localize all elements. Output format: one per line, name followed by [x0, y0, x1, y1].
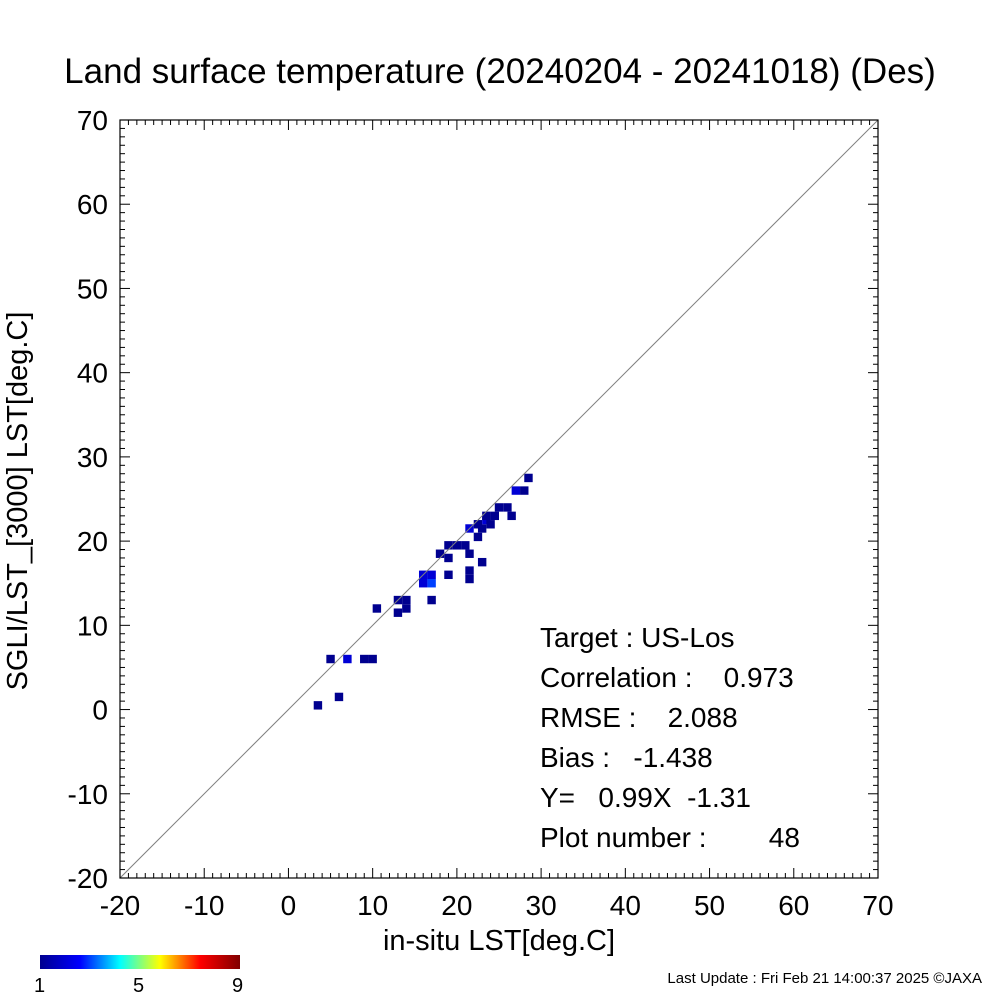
- density-cell: [486, 520, 495, 529]
- density-cell: [360, 654, 369, 664]
- colorbar-tick-label: 1: [34, 975, 46, 997]
- y-tick-label: 40: [77, 358, 108, 389]
- density-cell: [427, 595, 436, 605]
- x-tick-label: 60: [778, 890, 809, 921]
- colorbar-tick-label: 5: [133, 975, 145, 997]
- density-cell: [465, 574, 474, 584]
- x-tick-label: 30: [526, 890, 557, 921]
- density-cell: [490, 511, 499, 521]
- y-axis-label: SGLI/LST_[3000] LST[deg.C]: [2, 312, 34, 691]
- colorbar-tick-label: 9: [232, 975, 244, 997]
- chart-title: Land surface temperature (20240204 - 202…: [64, 52, 936, 91]
- x-tick-label: 0: [281, 890, 297, 921]
- x-tick-label: 10: [357, 890, 388, 921]
- density-cell: [461, 541, 470, 550]
- density-cell: [313, 701, 323, 710]
- density-cell: [477, 524, 487, 533]
- density-cell: [418, 579, 428, 588]
- density-cell: [444, 541, 453, 550]
- stat-plot-number: Plot number : 48: [540, 822, 800, 853]
- density-cell: [477, 557, 487, 567]
- y-tick-label: 20: [77, 526, 108, 557]
- x-tick-label: 50: [694, 890, 725, 921]
- stat-correlation: Correlation : 0.973: [540, 662, 794, 693]
- last-update-footer: Last Update : Fri Feb 21 14:00:37 2025 ©…: [667, 970, 982, 987]
- density-cell: [465, 549, 474, 558]
- density-cell: [444, 553, 453, 563]
- y-tick-label: 50: [77, 273, 108, 304]
- density-cell: [326, 654, 335, 664]
- y-tick-label: 60: [77, 189, 108, 220]
- x-tick-label: -10: [184, 890, 224, 921]
- stat-bias: Bias : -1.438: [540, 742, 713, 773]
- density-cell: [503, 503, 512, 512]
- x-tick-label: 40: [610, 890, 641, 921]
- density-cell: [427, 570, 436, 580]
- density-cell: [444, 570, 453, 580]
- one-to-one-line: [119, 119, 879, 879]
- density-cell: [507, 511, 516, 521]
- y-tick-label: 10: [77, 610, 108, 641]
- density-cell: [465, 566, 474, 575]
- y-tick-label: -20: [68, 863, 108, 894]
- density-cell: [427, 579, 436, 588]
- density-cell: [393, 608, 403, 617]
- density-cell: [334, 692, 344, 702]
- density-cell: [511, 486, 521, 495]
- density-cell: [452, 541, 462, 550]
- y-tick-label: 0: [92, 695, 108, 726]
- density-cell: [343, 654, 352, 664]
- y-tick-label: 70: [77, 105, 108, 136]
- density-cell: [435, 549, 445, 558]
- x-tick-label: -20: [100, 890, 140, 921]
- x-tick-label: 70: [862, 890, 893, 921]
- colorbar: [40, 955, 240, 969]
- x-tick-label: 20: [441, 890, 472, 921]
- density-cell: [473, 532, 483, 542]
- density-cell: [402, 604, 411, 613]
- y-tick-label: -10: [68, 779, 108, 810]
- y-tick-label: 30: [77, 442, 108, 473]
- density-cell: [494, 503, 504, 512]
- density-cell: [524, 473, 533, 483]
- x-axis-label: in-situ LST[deg.C]: [383, 925, 615, 957]
- density-cell: [402, 595, 411, 605]
- stat-regression: Y= 0.99X -1.31: [540, 782, 751, 813]
- density-cell: [520, 486, 529, 495]
- density-cell: [482, 511, 491, 521]
- plot-area: [119, 119, 879, 879]
- stat-target: Target : US-Los: [540, 622, 735, 653]
- stat-rmse: RMSE : 2.088: [540, 702, 738, 733]
- density-cell: [368, 654, 377, 664]
- density-cell: [372, 604, 382, 613]
